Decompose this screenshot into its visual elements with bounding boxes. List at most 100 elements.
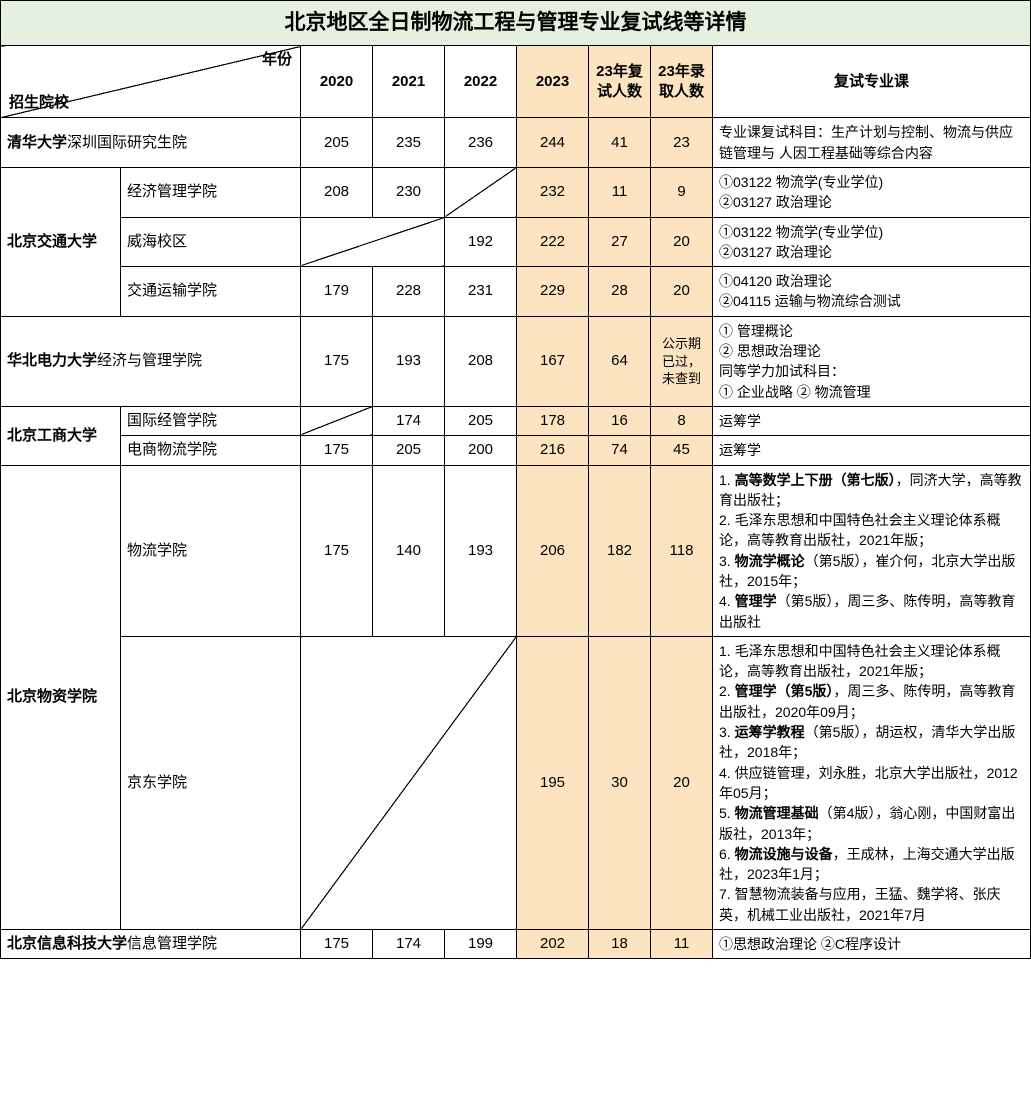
- empty-diag-cell: [301, 636, 517, 929]
- cell: 222: [517, 217, 589, 267]
- subschool-cell: 交通运输学院: [121, 267, 301, 317]
- cell: 182: [589, 465, 651, 636]
- cell: 205: [301, 118, 373, 168]
- cell: 208: [445, 316, 517, 406]
- cell: 193: [445, 465, 517, 636]
- table-row: 威海校区 192 222 27 20 ①03122 物流学(专业学位) ②031…: [1, 217, 1031, 267]
- subschool-cell: 国际经管学院: [121, 406, 301, 435]
- header-row: 年份 招生院校 2020 2021 2022 2023 23年复试人数 23年录…: [1, 46, 1031, 118]
- courses-cell: ①03122 物流学(专业学位) ②03127 政治理论: [713, 217, 1031, 267]
- cell: 64: [589, 316, 651, 406]
- uni-cell: 北京工商大学: [1, 406, 121, 465]
- cell: 16: [589, 406, 651, 435]
- table-row: 华北电力大学经济与管理学院 175 193 208 167 64 公示期已过，未…: [1, 316, 1031, 406]
- uni-cell: 北京信息科技大学信息管理学院: [1, 930, 301, 959]
- table-row: 北京交通大学 经济管理学院 208 230 232 11 9 ①03122 物流…: [1, 167, 1031, 217]
- cell: 244: [517, 118, 589, 168]
- table-row: 清华大学深圳国际研究生院 205 235 236 244 41 23 专业课复试…: [1, 118, 1031, 168]
- table-row: 京东学院 195 30 20 1. 毛泽东思想和中国特色社会主义理论体系概论，高…: [1, 636, 1031, 929]
- cell: 235: [373, 118, 445, 168]
- cell: 30: [589, 636, 651, 929]
- uni-cell: 北京交通大学: [1, 167, 121, 316]
- cell: 192: [445, 217, 517, 267]
- cell: 20: [651, 267, 713, 317]
- col-count: 23年复试人数: [589, 46, 651, 118]
- cell: 175: [301, 930, 373, 959]
- cell: 174: [373, 930, 445, 959]
- cell: 18: [589, 930, 651, 959]
- table-row: 北京物资学院 物流学院 175 140 193 206 182 118 1. 高…: [1, 465, 1031, 636]
- col-2023: 2023: [517, 46, 589, 118]
- subschool-cell: 威海校区: [121, 217, 301, 267]
- cell: 140: [373, 465, 445, 636]
- col-courses: 复试专业课: [713, 46, 1031, 118]
- subschool-cell: 电商物流学院: [121, 436, 301, 465]
- cell: 20: [651, 636, 713, 929]
- header-year-label: 年份: [262, 50, 292, 70]
- cell: 205: [445, 406, 517, 435]
- cell: 27: [589, 217, 651, 267]
- cell: 9: [651, 167, 713, 217]
- subschool-cell: 物流学院: [121, 465, 301, 636]
- empty-diag-cell: [445, 167, 517, 217]
- cell: 11: [651, 930, 713, 959]
- cell: 74: [589, 436, 651, 465]
- cell: 45: [651, 436, 713, 465]
- table-row: 北京信息科技大学信息管理学院 175 174 199 202 18 11 ①思想…: [1, 930, 1031, 959]
- cell: 20: [651, 217, 713, 267]
- table-row: 北京工商大学 国际经管学院 174 205 178 16 8 运筹学: [1, 406, 1031, 435]
- uni-cell: 华北电力大学经济与管理学院: [1, 316, 301, 406]
- cell: 175: [301, 436, 373, 465]
- cell: 206: [517, 465, 589, 636]
- cell: 179: [301, 267, 373, 317]
- table-row: 交通运输学院 179 228 231 229 28 20 ①04120 政治理论…: [1, 267, 1031, 317]
- cell: 175: [301, 316, 373, 406]
- courses-cell: ①思想政治理论 ②C程序设计: [713, 930, 1031, 959]
- courses-cell: ①04120 政治理论 ②04115 运输与物流综合测试: [713, 267, 1031, 317]
- col-2022: 2022: [445, 46, 517, 118]
- empty-diag-cell: [301, 217, 445, 267]
- cell: 41: [589, 118, 651, 168]
- cell: 193: [373, 316, 445, 406]
- empty-diag-cell: [301, 406, 373, 435]
- cell: 11: [589, 167, 651, 217]
- page-title: 北京地区全日制物流工程与管理专业复试线等详情: [1, 1, 1031, 46]
- cell: 195: [517, 636, 589, 929]
- courses-cell: 运筹学: [713, 406, 1031, 435]
- subschool-cell: 京东学院: [121, 636, 301, 929]
- uni-cell: 北京物资学院: [1, 465, 121, 930]
- courses-cell: 专业课复试科目：生产计划与控制、物流与供应链管理与 人因工程基础等综合内容: [713, 118, 1031, 168]
- cell: 公示期已过，未查到: [651, 316, 713, 406]
- cell: 230: [373, 167, 445, 217]
- cell: 200: [445, 436, 517, 465]
- cell: 232: [517, 167, 589, 217]
- subschool-cell: 经济管理学院: [121, 167, 301, 217]
- courses-cell: 1. 高等数学上下册（第七版），同济大学，高等教育出版社； 2. 毛泽东思想和中…: [713, 465, 1031, 636]
- uni-cell: 清华大学深圳国际研究生院: [1, 118, 301, 168]
- courses-cell: 运筹学: [713, 436, 1031, 465]
- cell: 208: [301, 167, 373, 217]
- cell: 175: [301, 465, 373, 636]
- header-school-label: 招生院校: [9, 93, 69, 113]
- cell: 23: [651, 118, 713, 168]
- cell: 236: [445, 118, 517, 168]
- col-2021: 2021: [373, 46, 445, 118]
- title-row: 北京地区全日制物流工程与管理专业复试线等详情: [1, 1, 1031, 46]
- cell: 231: [445, 267, 517, 317]
- cell: 174: [373, 406, 445, 435]
- table-row: 电商物流学院 175 205 200 216 74 45 运筹学: [1, 436, 1031, 465]
- col-2020: 2020: [301, 46, 373, 118]
- courses-cell: ① 管理概论 ② 思想政治理论 同等学力加试科目： ① 企业战略 ② 物流管理: [713, 316, 1031, 406]
- cell: 228: [373, 267, 445, 317]
- cell: 118: [651, 465, 713, 636]
- cell: 199: [445, 930, 517, 959]
- cell: 28: [589, 267, 651, 317]
- courses-cell: ①03122 物流学(专业学位) ②03127 政治理论: [713, 167, 1031, 217]
- cell: 8: [651, 406, 713, 435]
- cell: 216: [517, 436, 589, 465]
- cell: 205: [373, 436, 445, 465]
- col-admit: 23年录取人数: [651, 46, 713, 118]
- header-diagonal: 年份 招生院校: [1, 46, 301, 118]
- courses-cell: 1. 毛泽东思想和中国特色社会主义理论体系概论，高等教育出版社，2021年版； …: [713, 636, 1031, 929]
- score-table: 北京地区全日制物流工程与管理专业复试线等详情 年份 招生院校 2020 2021…: [0, 0, 1031, 959]
